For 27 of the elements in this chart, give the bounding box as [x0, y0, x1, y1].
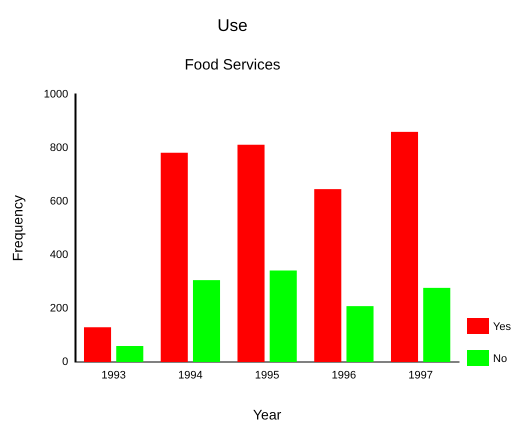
x-tick-label: 1997 — [408, 370, 433, 382]
chart-title: Use — [217, 16, 248, 35]
legend-label: No — [493, 353, 508, 366]
bar — [390, 132, 418, 362]
bar — [346, 306, 374, 362]
x-tick-label: 1993 — [101, 370, 126, 382]
bar — [84, 327, 112, 362]
y-tick-label: 1000 — [44, 88, 68, 100]
x-tick-label: 1996 — [332, 370, 356, 382]
y-tick-label: 400 — [50, 248, 68, 261]
y-tick-label: 800 — [50, 142, 68, 154]
bar — [237, 144, 265, 362]
bar — [314, 189, 342, 362]
y-tick-label: 600 — [50, 195, 68, 208]
x-tick-label: 1994 — [178, 370, 203, 382]
y-axis-title: Frequency — [9, 195, 26, 262]
y-tick-label: 0 — [62, 356, 68, 368]
bar — [116, 346, 144, 362]
bar — [423, 288, 450, 362]
bar — [192, 280, 220, 362]
y-tick-label: 200 — [50, 302, 68, 315]
x-axis-title: Year — [252, 406, 282, 422]
bar — [160, 152, 188, 362]
chart-subtitle: Food Services — [184, 56, 280, 74]
x-tick-label: 1995 — [254, 370, 280, 382]
legend-label: Yes — [493, 321, 512, 334]
bar — [270, 270, 297, 362]
